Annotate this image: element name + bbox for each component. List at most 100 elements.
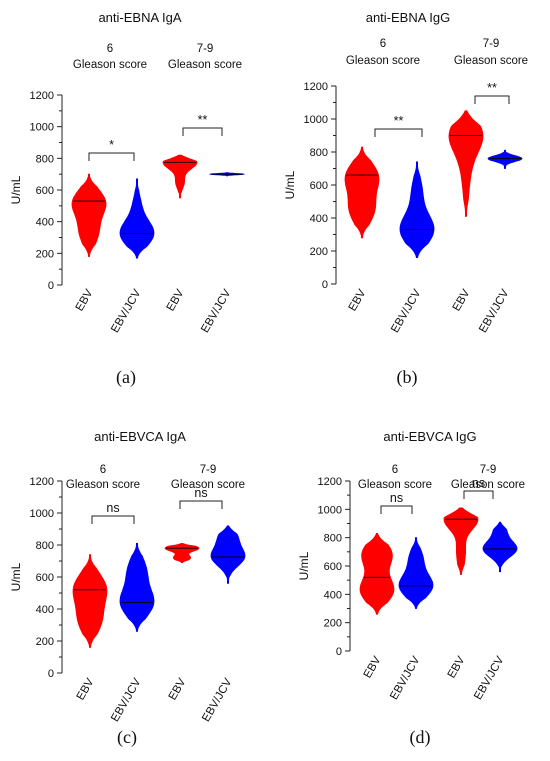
y-tick-label: 800 [36,540,54,552]
y-tick-label: 200 [310,246,328,258]
group-label-line1: 7-9 [200,464,217,476]
significance-label: * [109,138,114,152]
chart-panel-4: anti-EBVCA IgG 6 Gleason score 7-9 Gleason s… [297,429,525,748]
group-label-line2: Gleason score [66,479,140,491]
violin-ebv-jcv [487,149,523,169]
y-axis-label: U/mL [297,551,311,580]
y-tick-label: 0 [336,646,342,658]
group-label-line1: 7-9 [480,464,497,476]
chart-panel-3: anti-EBVCA IgA 6 Gleason score 7-9 Gleason s… [9,429,246,748]
panel-label: (b) [397,367,418,388]
violin-ebv [71,173,107,257]
y-tick-label: 1200 [30,476,54,488]
y-axis-label: U/mL [9,175,23,204]
x-category-label: EBV/JCV [389,287,424,335]
y-tick-label: 1200 [30,90,54,102]
panel-label: (d) [410,727,431,748]
group-label-line2: Gleason score [358,479,432,491]
x-category-label: EBV/JCV [388,654,423,702]
violin-ebv-jcv [119,543,155,632]
x-category-label: EBV [347,287,369,313]
panel-label: (c) [117,727,137,748]
significance-bracket [88,152,135,161]
significance-label: ns [106,501,119,515]
chart-title: anti-EBNA IgG [366,10,451,25]
group-label-line2: Gleason score [168,59,242,71]
chart-title: anti-EBNA IgA [98,10,181,25]
panel-label: (a) [116,367,136,388]
violin-ebv [162,154,198,199]
x-category-label: EBV [167,676,189,702]
chart-panel-1: anti-EBNA IgA 6 Gleason score 7-9 Gleason sc… [9,10,245,388]
y-tick-label: 1200 [304,81,328,93]
violin-ebv-jcv [482,521,518,573]
y-tick-label: 400 [310,213,328,225]
y-tick-label: 1000 [318,504,342,516]
chart-title: anti-EBVCA IgG [383,429,476,444]
significance-bracket [179,500,223,509]
x-category-label: EBV [165,287,187,313]
x-category-label: EBV/JCV [472,654,507,702]
y-tick-label: 600 [36,185,54,197]
x-category-label: EBV/JCV [477,287,512,335]
significance-bracket [182,127,223,136]
y-tick-label: 200 [36,248,54,260]
significance-label: ns [194,486,207,500]
y-tick-label: 600 [36,572,54,584]
group-label-line1: 7-9 [197,43,214,55]
group-label-line2: Gleason score [171,479,245,491]
y-tick-label: 400 [324,589,342,601]
significance-bracket [380,505,413,514]
significance-bracket [474,95,510,104]
group-label-line2: Gleason score [73,59,147,71]
y-tick-label: 600 [324,561,342,573]
y-tick-label: 800 [36,153,54,165]
significance-label: ** [487,81,497,95]
violin-ebv [448,110,484,217]
significance-bracket [91,515,135,524]
group-label-line1: 6 [100,464,106,476]
group-label-line1: 6 [392,464,398,476]
y-tick-label: 400 [36,217,54,229]
violin-ebv [359,533,395,615]
y-axis-label: U/mL [9,562,23,591]
chart-title: anti-EBVCA IgA [94,429,186,444]
x-category-label: EBV [451,287,473,313]
violin-ebv [344,146,380,239]
violin-ebv-jcv [399,161,435,258]
x-category-label: EBV [362,654,384,680]
significance-bracket [374,128,423,137]
violin-ebv-jcv [210,525,246,584]
violin-ebv [164,543,200,563]
significance-label: ** [394,114,404,128]
violin-ebv-jcv [398,537,434,609]
significance-label: ns [390,491,403,505]
x-category-label: EBV/JCV [109,676,144,724]
y-tick-label: 0 [48,280,54,292]
y-tick-label: 0 [48,668,54,680]
y-tick-label: 1000 [30,508,54,520]
group-label-line1: 7-9 [483,38,500,50]
y-tick-label: 1200 [318,476,342,488]
y-tick-label: 0 [322,279,328,291]
y-tick-label: 1000 [304,114,328,126]
significance-label: ** [198,113,208,127]
y-tick-label: 600 [310,180,328,192]
y-axis-label: U/mL [283,170,297,199]
violin-ebv-jcv [119,178,155,259]
violin-ebv [443,507,479,575]
significance-bracket [463,490,494,499]
group-label-line2: Gleason score [454,55,528,67]
x-category-label: EBV/JCV [199,287,234,335]
violin-ebv [72,554,108,648]
significance-label: ns [472,476,485,490]
group-label-line2: Gleason score [451,479,525,491]
x-category-label: EBV/JCV [109,287,144,335]
y-tick-label: 200 [36,636,54,648]
y-tick-label: 200 [324,618,342,630]
x-category-label: EBV [75,676,97,702]
y-tick-label: 800 [324,533,342,545]
y-tick-label: 800 [310,147,328,159]
x-category-label: EBV [74,287,96,313]
